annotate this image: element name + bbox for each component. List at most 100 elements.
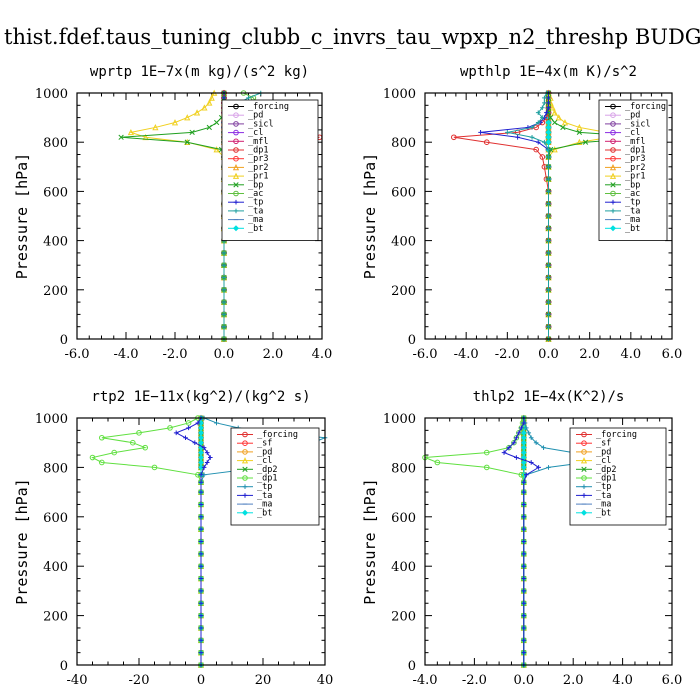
data-point [546,189,551,194]
data-point [540,105,545,111]
data-point [544,110,549,115]
data-point [208,94,215,101]
legend-marker [233,112,239,118]
y-tick-label: 200 [43,284,68,299]
legend-marker [610,147,616,153]
legend-entry: _ta [625,206,640,216]
data-point [197,429,205,436]
data-point [546,312,551,317]
legend-entry: _sf [596,439,611,449]
legend-marker [581,493,587,498]
data-point [204,450,210,455]
data-point [515,134,520,140]
data-point [523,425,529,431]
legend-entry: _pr3 [625,154,645,164]
x-tick-label: 4.0 [612,673,633,688]
data-point [546,213,551,219]
data-point [519,425,524,431]
legend-marker [610,199,616,205]
x-tick-label: 6.0 [662,347,683,362]
plot-frame [424,92,673,340]
y-tick-label: 600 [43,185,68,200]
legend-entry: _mfl [625,137,645,147]
data-point [545,129,552,136]
y-tick-label: 600 [43,511,68,526]
legend-entry: _sf [257,439,272,449]
y-tick-label: 600 [391,511,416,526]
legend-marker [233,155,239,162]
data-point [546,164,551,170]
data-point [151,464,158,471]
data-point [521,514,527,520]
plot-frame [424,417,673,666]
y-tick-label: 800 [43,136,68,151]
series-line [507,92,549,339]
legend-entry: _cl [596,456,611,466]
data-point [582,139,589,145]
data-point [520,439,527,446]
data-point [171,119,179,126]
y-tick-label: 400 [43,560,68,575]
y-tick-label: 200 [391,610,416,625]
x-tick-label: 0.0 [513,673,534,688]
legend-entry: _pr3 [248,154,268,164]
legend-entry: _ma [596,500,611,510]
data-point [520,434,527,441]
data-point [483,139,490,145]
data-point [520,449,527,456]
x-tick-label: 6.0 [662,673,683,688]
legend-entry: _tp [596,482,611,492]
data-point [198,526,204,532]
x-tick-label: -20 [129,673,150,688]
data-point [206,124,212,131]
legend-entry: _ta [257,491,272,501]
legend-entry: _pr1 [625,172,645,182]
legend-entry: _cl [248,128,263,138]
legend-marker [233,121,239,127]
data-point [520,464,527,471]
y-tick-label: 0 [408,333,416,348]
data-point [576,129,583,136]
legend-marker [241,457,249,464]
legend-marker [233,103,239,110]
y-tick-label: 0 [408,659,416,674]
y-tick-label: 800 [43,461,68,476]
data-point [521,479,527,485]
legend-entry: _ma [257,500,272,510]
data-point [197,459,205,466]
legend-marker [610,190,616,197]
data-point [546,226,551,231]
y-axis-label: Pressure [hPa] [361,153,379,279]
series-line [91,417,202,665]
x-tick-label: -2.0 [495,347,520,362]
data-point [546,154,551,160]
data-point [213,146,220,153]
series-line [480,93,549,339]
data-point [451,134,457,141]
legend-marker [242,440,248,447]
data-point [501,450,507,455]
data-point [546,176,551,182]
x-tick-label: -4.0 [113,347,138,362]
data-point [221,299,227,305]
legend-marker [610,121,616,127]
y-tick-label: 0 [60,333,68,348]
legend-entry: _bt [248,224,263,234]
legend-entry: _bt [257,508,272,518]
legend-entry: _cl [625,128,640,138]
data-point [198,551,204,557]
series-line [175,417,211,665]
data-point [142,444,148,451]
data-point [198,576,204,581]
series-bp [118,90,227,342]
legend-marker [609,225,617,232]
series-tp [478,90,551,342]
series-dp1 [422,415,527,668]
data-point [546,201,551,206]
y-tick-label: 0 [60,659,68,674]
y-tick-label: 400 [43,235,68,250]
legend-marker [610,182,616,188]
data-point [198,650,204,655]
x-tick-label: -6.0 [64,347,89,362]
data-point [546,262,551,268]
